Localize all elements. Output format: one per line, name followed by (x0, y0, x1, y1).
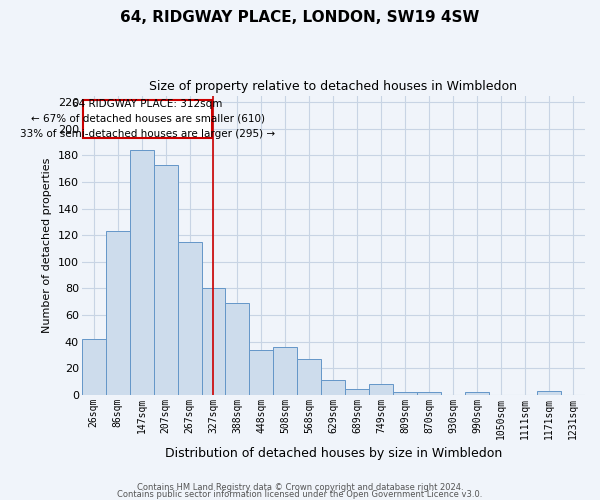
Title: Size of property relative to detached houses in Wimbledon: Size of property relative to detached ho… (149, 80, 517, 93)
Bar (274, 347, 298, 395)
Bar (298, 359, 322, 395)
Text: 64 RIDGWAY PLACE: 312sqm
← 67% of detached houses are smaller (610)
33% of semi-: 64 RIDGWAY PLACE: 312sqm ← 67% of detach… (20, 99, 275, 138)
Bar (417, 392, 441, 395)
Bar (82, 339, 106, 395)
Bar (537, 391, 561, 395)
Bar (226, 303, 250, 395)
Bar (130, 150, 154, 395)
Bar (393, 392, 417, 395)
FancyBboxPatch shape (83, 100, 212, 138)
Text: 64, RIDGWAY PLACE, LONDON, SW19 4SW: 64, RIDGWAY PLACE, LONDON, SW19 4SW (121, 10, 479, 25)
Bar (178, 242, 202, 395)
Bar (322, 380, 346, 395)
X-axis label: Distribution of detached houses by size in Wimbledon: Distribution of detached houses by size … (165, 447, 502, 460)
Text: Contains HM Land Registry data © Crown copyright and database right 2024.: Contains HM Land Registry data © Crown c… (137, 484, 463, 492)
Bar (250, 350, 274, 395)
Bar (106, 231, 130, 395)
Text: Contains public sector information licensed under the Open Government Licence v3: Contains public sector information licen… (118, 490, 482, 499)
Bar (369, 384, 393, 395)
Bar (465, 392, 489, 395)
Bar (346, 390, 369, 395)
Bar (202, 288, 226, 395)
Bar (154, 164, 178, 395)
Y-axis label: Number of detached properties: Number of detached properties (42, 158, 52, 333)
